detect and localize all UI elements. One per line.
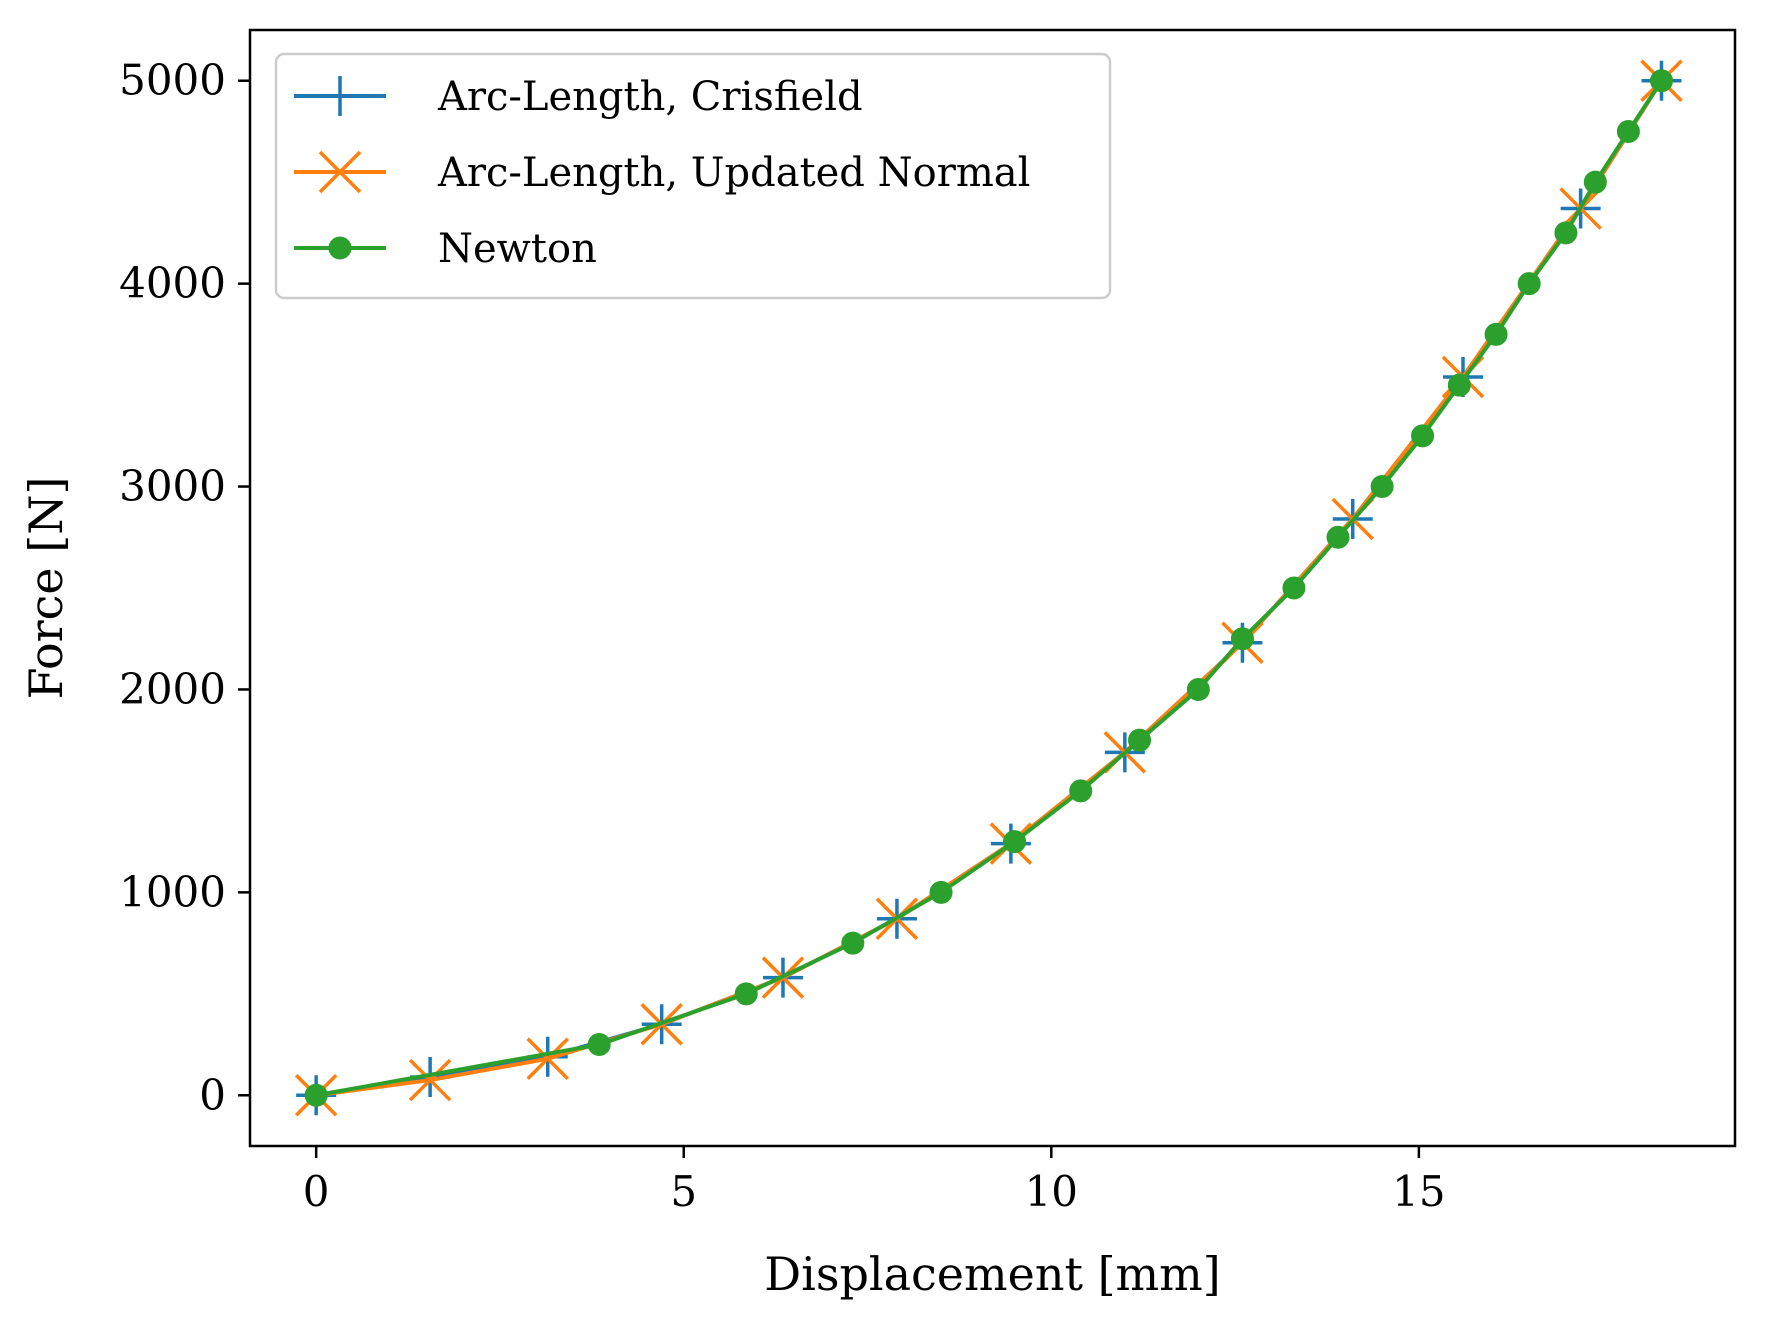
series-3-point — [1326, 525, 1350, 549]
x-axis-label: Displacement [mm] — [764, 1247, 1220, 1301]
series-3-point — [1128, 728, 1152, 752]
legend-marker — [318, 150, 362, 194]
series-3-point — [734, 982, 758, 1006]
x-tick-label: 0 — [303, 1167, 330, 1216]
series-3-point — [1411, 424, 1435, 448]
series-3-point — [1003, 830, 1027, 854]
legend-box — [274, 52, 1112, 300]
plot-area — [294, 59, 1683, 1117]
x-tick-label: 10 — [1025, 1167, 1078, 1216]
y-tick-label: 2000 — [119, 664, 226, 713]
series-3-point — [1447, 373, 1471, 397]
series-3-point — [587, 1033, 611, 1057]
series-3-point — [1069, 779, 1093, 803]
series-3-point — [1484, 322, 1508, 346]
legend-item: Newton — [294, 226, 597, 272]
x-tick-label: 5 — [670, 1167, 697, 1216]
series-3-point — [1370, 475, 1394, 499]
series-3 — [304, 69, 1673, 1107]
legend: Arc-Length, Crisfield Arc-Length, Updated… — [274, 52, 1112, 300]
axes: 0 5 10 15 0 1000 2000 3000 4000 5000 Displacement … — [19, 28, 1737, 1301]
legend-label: Newton — [438, 226, 597, 272]
series-3-point — [1186, 677, 1210, 701]
series-3-point — [841, 931, 865, 955]
series-3-point — [1583, 170, 1607, 194]
series-3-point — [1554, 221, 1578, 245]
y-axis-label: Force [N] — [19, 477, 73, 700]
series-3-point — [304, 1083, 328, 1107]
series-3-point — [1517, 272, 1541, 296]
legend-label: Arc-Length, Updated Normal — [437, 150, 1030, 196]
series-3-point — [1649, 69, 1673, 93]
y-tick-label: 1000 — [119, 867, 226, 916]
series-3-point — [1282, 576, 1306, 600]
legend-item: Arc-Length, Crisfield — [294, 74, 863, 120]
y-tick-label: 5000 — [119, 56, 226, 105]
y-tick-label: 0 — [199, 1070, 226, 1119]
series-2-point — [526, 1037, 569, 1080]
legend-item: Arc-Length, Updated Normal — [294, 150, 1030, 196]
series-3-point — [1616, 119, 1640, 143]
y-tick-label: 4000 — [119, 259, 226, 308]
legend-marker — [320, 76, 360, 116]
legend-label: Arc-Length, Crisfield — [437, 74, 863, 120]
legend-marker — [328, 236, 352, 260]
series-3-point — [1230, 627, 1254, 651]
series-3-point — [929, 880, 953, 904]
plot-frame — [248, 28, 1737, 1148]
series-2-point — [408, 1058, 452, 1102]
x-tick-label: 15 — [1392, 1167, 1445, 1216]
y-tick-label: 3000 — [119, 462, 226, 511]
